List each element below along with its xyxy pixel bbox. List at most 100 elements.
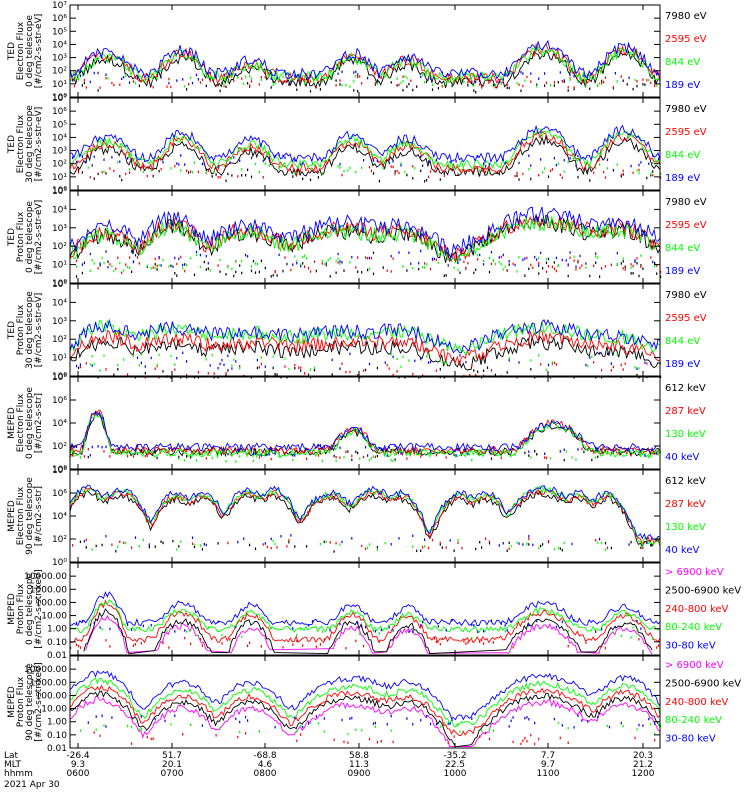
data-dot	[337, 72, 339, 75]
data-dot	[547, 539, 550, 543]
data-dot	[241, 77, 243, 80]
data-dot	[461, 168, 463, 172]
data-dot	[315, 715, 317, 718]
data-dot	[418, 267, 420, 271]
data-dot	[435, 640, 437, 644]
data-dot	[585, 363, 587, 367]
data-dot	[81, 263, 83, 266]
data-dot	[164, 719, 166, 723]
data-dot	[565, 450, 567, 453]
data-dot	[313, 260, 316, 263]
panel-traces	[69, 124, 662, 183]
data-dot	[561, 176, 563, 179]
channel-label: 287 keV	[665, 406, 706, 417]
data-dot	[367, 546, 369, 549]
data-dot	[573, 619, 575, 622]
data-dot	[604, 176, 607, 179]
series-line	[69, 215, 661, 263]
data-dot	[119, 261, 121, 265]
data-dot	[532, 543, 534, 547]
data-dot	[117, 368, 119, 371]
data-dot	[412, 266, 414, 270]
data-dot	[610, 362, 612, 365]
data-dot	[180, 169, 182, 172]
data-dot	[604, 76, 607, 79]
data-dot	[315, 86, 317, 89]
data-dot	[176, 548, 178, 551]
y-tick-label: 10⁵	[52, 120, 67, 130]
data-dot	[321, 630, 323, 633]
series-line	[69, 684, 661, 737]
data-dot	[620, 75, 622, 78]
data-dot	[614, 625, 616, 629]
data-dot	[392, 373, 394, 377]
y-axis-label: TED	[7, 321, 17, 340]
data-dot	[589, 356, 591, 359]
data-dot	[516, 82, 518, 85]
channel-label: 240-800 keV	[665, 604, 729, 615]
data-dot	[89, 80, 91, 84]
data-dot	[136, 256, 139, 259]
data-dot	[247, 168, 249, 172]
data-dot	[622, 724, 624, 728]
data-dot	[182, 733, 184, 736]
data-dot	[439, 359, 441, 362]
data-dot	[593, 451, 595, 454]
data-dot	[443, 721, 445, 725]
series-line	[69, 484, 661, 546]
data-dot	[575, 458, 577, 461]
data-dot	[445, 629, 447, 632]
data-dot	[105, 250, 107, 253]
data-dot	[630, 263, 632, 266]
data-dot	[186, 169, 188, 172]
data-dot	[551, 265, 553, 269]
series-dots	[75, 619, 642, 634]
data-dot	[557, 80, 559, 84]
data-dot	[217, 620, 219, 623]
data-dot	[650, 362, 652, 365]
data-dot	[284, 365, 286, 368]
data-dot	[229, 161, 231, 164]
data-dot	[567, 274, 569, 278]
data-dot	[341, 70, 343, 73]
data-dot	[500, 456, 502, 460]
data-dot	[140, 361, 142, 365]
data-dot	[180, 255, 182, 259]
data-dot	[294, 159, 296, 162]
series-line	[69, 591, 661, 627]
data-dot	[195, 253, 198, 257]
data-dot	[382, 266, 384, 269]
data-dot	[640, 265, 642, 268]
data-dot	[502, 253, 504, 257]
data-dot	[561, 548, 563, 552]
data-dot	[457, 541, 459, 544]
data-dot	[233, 358, 235, 361]
data-dot	[435, 158, 437, 162]
data-dot	[168, 450, 170, 453]
data-dot	[75, 259, 78, 263]
data-dot	[258, 456, 260, 459]
data-dot	[479, 169, 481, 172]
data-dot	[131, 628, 133, 631]
data-dot	[624, 362, 626, 365]
data-dot	[502, 78, 504, 81]
data-dot	[520, 742, 522, 745]
panel-traces	[69, 206, 662, 278]
data-dot	[300, 265, 302, 268]
data-dot	[140, 449, 142, 452]
data-dot	[390, 729, 392, 732]
channel-label: 844 eV	[665, 150, 700, 161]
data-dot	[235, 73, 237, 76]
data-dot	[355, 728, 357, 731]
data-dot	[131, 546, 133, 549]
data-dot	[205, 543, 207, 547]
data-dot	[347, 732, 349, 736]
data-dot	[245, 715, 247, 719]
y-axis-label: MEPED	[7, 407, 17, 439]
data-dot	[420, 155, 422, 158]
data-dot	[144, 371, 146, 375]
data-dot	[439, 178, 441, 181]
data-dot	[127, 157, 129, 160]
y-axis-label: Proton Flux	[16, 304, 26, 355]
data-dot	[174, 714, 176, 717]
